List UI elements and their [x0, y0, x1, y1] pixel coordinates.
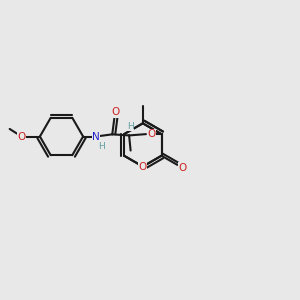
Text: N: N	[92, 131, 100, 142]
Text: O: O	[139, 161, 147, 172]
Text: O: O	[178, 163, 187, 173]
Text: H: H	[127, 122, 134, 131]
Text: O: O	[112, 107, 120, 117]
Text: O: O	[17, 131, 26, 142]
Text: H: H	[98, 142, 105, 151]
Text: O: O	[147, 129, 155, 139]
